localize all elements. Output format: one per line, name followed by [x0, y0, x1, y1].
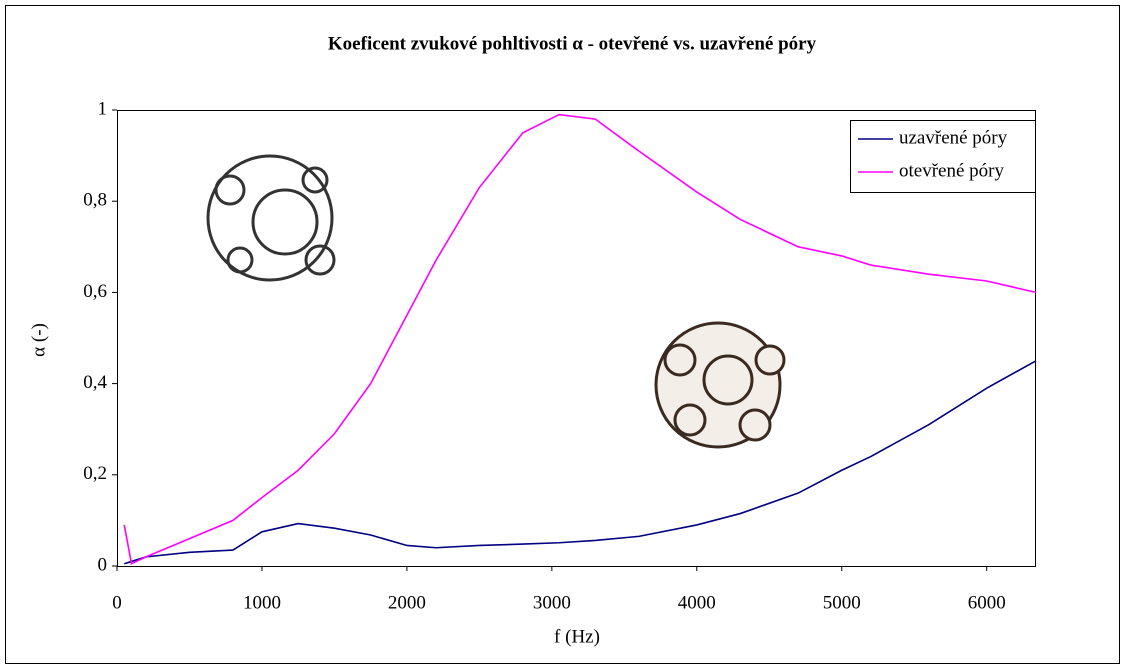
x-tick-label: 6000	[968, 592, 1006, 613]
x-axis-label: f (Hz)	[554, 626, 600, 647]
y-tick-label: 0,8	[83, 190, 107, 211]
x-tick-label: 5000	[823, 592, 861, 613]
y-tick-label: 1	[98, 98, 108, 119]
chart-title: Koeficent zvukové pohltivosti α - otevře…	[328, 33, 817, 54]
x-tick-label: 3000	[533, 592, 571, 613]
y-tick-label: 0	[98, 554, 108, 575]
x-tick-label: 2000	[388, 592, 426, 613]
y-tick-label: 0,4	[83, 372, 107, 393]
y-axis-label: α (-)	[28, 323, 49, 357]
x-tick-label: 1000	[243, 592, 281, 613]
legend-label: otevřené póry	[899, 160, 1004, 181]
legend-label: uzavřené póry	[899, 127, 1008, 148]
legend: uzavřené póry otevřené póry	[851, 121, 1036, 193]
chart: Koeficent zvukové pohltivosti α - otevře…	[0, 0, 1126, 670]
y-tick-label: 0,6	[83, 281, 107, 302]
x-tick-label: 0	[112, 592, 122, 613]
y-tick-label: 0,2	[83, 463, 107, 484]
x-tick-label: 4000	[678, 592, 716, 613]
